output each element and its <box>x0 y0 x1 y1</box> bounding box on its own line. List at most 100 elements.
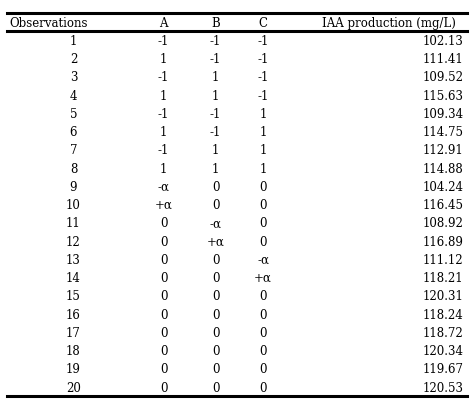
Text: 11: 11 <box>66 217 81 230</box>
Text: 8: 8 <box>70 162 77 175</box>
Text: 120.31: 120.31 <box>423 290 464 303</box>
Text: 0: 0 <box>212 344 219 357</box>
Text: 0: 0 <box>259 290 267 303</box>
Text: 13: 13 <box>66 253 81 266</box>
Text: 0: 0 <box>259 363 267 375</box>
Text: 0: 0 <box>212 253 219 266</box>
Text: +α: +α <box>155 198 173 212</box>
Text: 10: 10 <box>66 198 81 212</box>
Text: 0: 0 <box>160 326 167 339</box>
Text: 0: 0 <box>160 253 167 266</box>
Text: 1: 1 <box>70 35 77 48</box>
Text: 0: 0 <box>259 235 267 248</box>
Text: 104.24: 104.24 <box>423 180 464 193</box>
Text: 114.88: 114.88 <box>423 162 464 175</box>
Text: 115.63: 115.63 <box>423 89 464 102</box>
Text: 16: 16 <box>66 308 81 321</box>
Text: 0: 0 <box>160 235 167 248</box>
Text: Observations: Observations <box>9 17 88 30</box>
Text: 0: 0 <box>160 381 167 393</box>
Text: 3: 3 <box>70 71 77 84</box>
Text: -1: -1 <box>158 71 169 84</box>
Text: +α: +α <box>207 235 225 248</box>
Text: 1: 1 <box>160 89 167 102</box>
Text: 9: 9 <box>70 180 77 193</box>
Text: -1: -1 <box>257 53 269 66</box>
Text: 112.91: 112.91 <box>423 144 464 157</box>
Text: 0: 0 <box>259 217 267 230</box>
Text: 116.45: 116.45 <box>423 198 464 212</box>
Text: 102.13: 102.13 <box>423 35 464 48</box>
Text: IAA production (mg/L): IAA production (mg/L) <box>322 17 456 30</box>
Text: -1: -1 <box>158 144 169 157</box>
Text: 114.75: 114.75 <box>423 126 464 139</box>
Text: 6: 6 <box>70 126 77 139</box>
Text: 5: 5 <box>70 107 77 121</box>
Text: 1: 1 <box>160 53 167 66</box>
Text: 0: 0 <box>259 308 267 321</box>
Text: 7: 7 <box>70 144 77 157</box>
Text: 0: 0 <box>212 326 219 339</box>
Text: 0: 0 <box>259 198 267 212</box>
Text: 1: 1 <box>212 144 219 157</box>
Text: 118.21: 118.21 <box>423 271 464 284</box>
Text: 120.53: 120.53 <box>423 381 464 393</box>
Text: 4: 4 <box>70 89 77 102</box>
Text: 0: 0 <box>259 180 267 193</box>
Text: -1: -1 <box>210 53 221 66</box>
Text: 0: 0 <box>212 198 219 212</box>
Text: 0: 0 <box>212 308 219 321</box>
Text: 0: 0 <box>259 326 267 339</box>
Text: 118.72: 118.72 <box>423 326 464 339</box>
Text: 0: 0 <box>160 271 167 284</box>
Text: -1: -1 <box>210 107 221 121</box>
Text: 116.89: 116.89 <box>423 235 464 248</box>
Text: 111.41: 111.41 <box>423 53 464 66</box>
Text: 109.34: 109.34 <box>422 107 464 121</box>
Text: 108.92: 108.92 <box>423 217 464 230</box>
Text: 0: 0 <box>212 290 219 303</box>
Text: 118.24: 118.24 <box>423 308 464 321</box>
Text: 1: 1 <box>212 89 219 102</box>
Text: 0: 0 <box>259 344 267 357</box>
Text: 1: 1 <box>160 162 167 175</box>
Text: -α: -α <box>257 253 269 266</box>
Text: 0: 0 <box>160 308 167 321</box>
Text: -α: -α <box>157 180 170 193</box>
Text: 14: 14 <box>66 271 81 284</box>
Text: 111.12: 111.12 <box>423 253 464 266</box>
Text: A: A <box>159 17 168 30</box>
Text: 0: 0 <box>160 344 167 357</box>
Text: 18: 18 <box>66 344 81 357</box>
Text: -α: -α <box>210 217 222 230</box>
Text: -1: -1 <box>257 35 269 48</box>
Text: 0: 0 <box>212 180 219 193</box>
Text: 1: 1 <box>259 126 267 139</box>
Text: 109.52: 109.52 <box>423 71 464 84</box>
Text: 1: 1 <box>212 71 219 84</box>
Text: -1: -1 <box>210 126 221 139</box>
Text: 19: 19 <box>66 363 81 375</box>
Text: 1: 1 <box>212 162 219 175</box>
Text: B: B <box>211 17 220 30</box>
Text: 119.67: 119.67 <box>423 363 464 375</box>
Text: -1: -1 <box>257 89 269 102</box>
Text: -1: -1 <box>158 107 169 121</box>
Text: 1: 1 <box>259 144 267 157</box>
Text: 0: 0 <box>160 290 167 303</box>
Text: 20: 20 <box>66 381 81 393</box>
Text: 1: 1 <box>259 162 267 175</box>
Text: 120.34: 120.34 <box>423 344 464 357</box>
Text: 15: 15 <box>66 290 81 303</box>
Text: -1: -1 <box>210 35 221 48</box>
Text: +α: +α <box>254 271 272 284</box>
Text: -1: -1 <box>257 71 269 84</box>
Text: 1: 1 <box>259 107 267 121</box>
Text: C: C <box>259 17 267 30</box>
Text: 0: 0 <box>160 363 167 375</box>
Text: 1: 1 <box>160 126 167 139</box>
Text: 0: 0 <box>160 217 167 230</box>
Text: 0: 0 <box>259 381 267 393</box>
Text: -1: -1 <box>158 35 169 48</box>
Text: 2: 2 <box>70 53 77 66</box>
